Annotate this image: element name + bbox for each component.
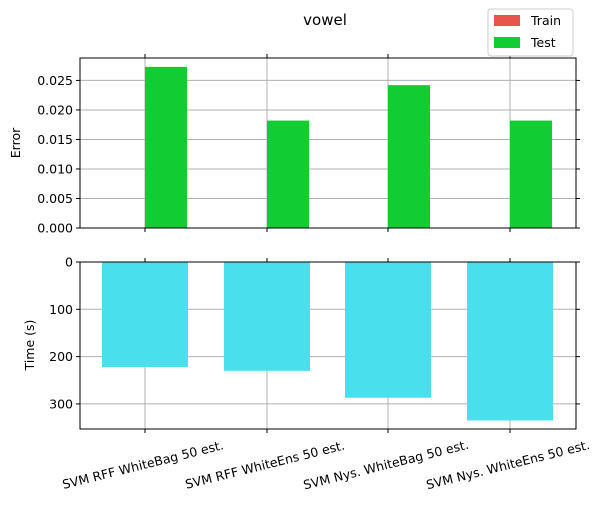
top-y-tick-label: 0.005 bbox=[37, 191, 73, 206]
chart-title: vowel bbox=[303, 11, 347, 29]
error-bar-test bbox=[267, 120, 309, 228]
bottom-y-tick-label: 300 bbox=[49, 396, 73, 411]
legend-label-train: Train bbox=[530, 13, 561, 28]
top-y-tick-label: 0.015 bbox=[37, 132, 73, 147]
time-bar bbox=[467, 262, 553, 421]
top-y-axis-label: Error bbox=[8, 127, 23, 158]
top-y-tick-label: 0.000 bbox=[37, 221, 73, 236]
top-ticks: 0.000 0.005 0.010 0.015 0.020 0.025 bbox=[37, 54, 580, 236]
legend: Train Test bbox=[487, 8, 574, 57]
bottom-y-tick-label: 200 bbox=[49, 349, 73, 364]
time-bar bbox=[345, 262, 431, 398]
legend-label-test: Test bbox=[530, 35, 556, 50]
error-bar-test bbox=[388, 85, 430, 229]
error-bar-test bbox=[145, 66, 187, 229]
top-panel: 0.000 0.005 0.010 0.015 0.020 0.025 Error bbox=[8, 54, 580, 236]
time-bar bbox=[224, 262, 310, 371]
error-bar-test bbox=[510, 120, 552, 228]
bottom-ticks: 0 100 200 300 bbox=[49, 255, 580, 433]
top-plot-frame bbox=[79, 57, 577, 229]
top-y-tick-label: 0.020 bbox=[37, 102, 73, 117]
top-y-tick-label: 0.010 bbox=[37, 161, 73, 176]
bottom-y-axis-label: Time (s) bbox=[22, 320, 37, 372]
legend-swatch-test bbox=[494, 37, 520, 48]
time-bar bbox=[102, 262, 188, 368]
bottom-y-tick-label: 0 bbox=[65, 255, 73, 270]
x-tick-labels: SVM RFF WhiteBag 50 est.SVM RFF WhiteEns… bbox=[61, 437, 592, 493]
bottom-panel: 0 100 200 300 Time (s) bbox=[22, 255, 580, 433]
bottom-bars bbox=[102, 262, 553, 421]
top-bars bbox=[145, 66, 552, 229]
top-y-tick-label: 0.025 bbox=[37, 73, 73, 88]
bottom-plot-frame bbox=[79, 261, 577, 430]
bottom-y-tick-label: 100 bbox=[49, 302, 73, 317]
legend-swatch-train bbox=[494, 15, 520, 26]
